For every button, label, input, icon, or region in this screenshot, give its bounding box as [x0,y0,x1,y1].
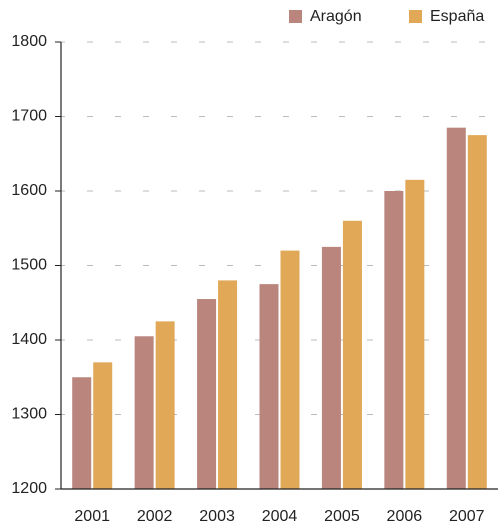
bar [197,299,217,489]
bar [384,191,404,489]
y-tick-label: 1500 [11,257,47,274]
y-tick-label: 1200 [11,480,47,497]
y-tick-label: 1700 [11,108,47,125]
y-tick-label: 1400 [11,331,47,348]
bar [405,179,425,489]
bar [155,321,175,489]
bar [72,377,92,489]
bar [280,250,300,489]
y-tick-label: 1600 [11,182,47,199]
bar [134,336,154,489]
y-tick-label: 1300 [11,406,47,423]
legend-label: Aragón [310,8,362,25]
bar [321,246,341,489]
bar [218,280,238,489]
x-tick-label: 2007 [449,508,485,525]
x-tick-label: 2004 [262,508,298,525]
bar [467,135,487,489]
legend-label: España [430,8,484,25]
bar [93,362,113,489]
x-tick-label: 2001 [74,508,110,525]
y-tick-label: 1800 [11,33,47,50]
bar [342,220,362,490]
legend-swatch [409,10,422,23]
x-tick-label: 2002 [137,508,173,525]
x-tick-label: 2006 [387,508,423,525]
x-tick-label: 2003 [199,508,235,525]
legend-swatch [289,10,302,23]
bar [446,127,466,490]
x-tick-label: 2005 [324,508,360,525]
bar [259,284,279,489]
